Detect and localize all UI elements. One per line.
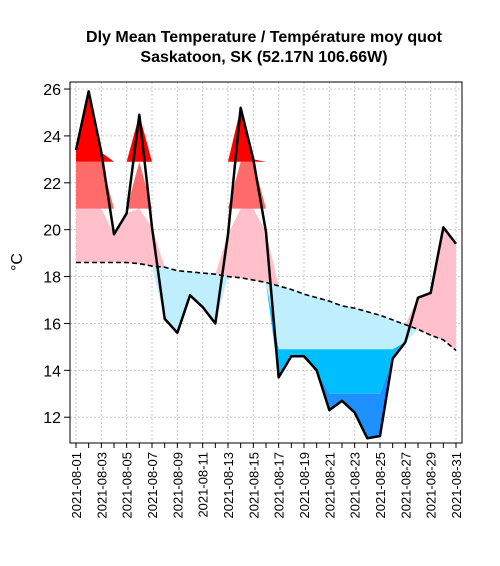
- band-below-2: [76, 262, 456, 394]
- y-axis: 12 14 16 18 20 22 24 26: [43, 82, 70, 427]
- x-tick-label: 2021-08-19: [297, 452, 312, 519]
- x-tick-label: 2021-08-05: [120, 452, 135, 519]
- x-tick-label: 2021-08-15: [246, 452, 261, 519]
- x-tick-label: 2021-08-21: [322, 452, 337, 519]
- band-below-1: [76, 262, 456, 351]
- band-below-3: [76, 262, 456, 439]
- band-above-3: [76, 91, 456, 162]
- x-tick-label: 2021-08-29: [424, 452, 439, 519]
- temperature-bands: [76, 91, 456, 439]
- y-tick-label: 14: [43, 363, 61, 380]
- x-tick-label: 2021-08-03: [94, 452, 109, 519]
- chart-title: Dly Mean Temperature / Température moy q…: [86, 29, 443, 46]
- y-tick-label: 26: [43, 82, 61, 99]
- series-lines: [74, 90, 457, 440]
- x-tick-label: 2021-08-11: [196, 452, 211, 518]
- x-tick-label: 2021-08-17: [272, 452, 287, 519]
- x-tick-label: 2021-08-13: [221, 452, 236, 519]
- x-tick-label: 2021-08-01: [69, 452, 84, 519]
- y-tick-label: 20: [43, 223, 61, 240]
- y-tick-label: 16: [43, 316, 61, 333]
- x-tick-label: 2021-08-09: [170, 452, 185, 519]
- band-above-1: [76, 208, 456, 351]
- x-tick-label: 2021-08-27: [398, 452, 413, 519]
- x-tick-label: 2021-08-23: [348, 452, 363, 519]
- x-tick-label: 2021-08-25: [373, 452, 388, 519]
- y-tick-label: 12: [43, 410, 61, 427]
- x-tick-label: 2021-08-31: [449, 452, 464, 519]
- x-tick-label: 2021-08-07: [145, 452, 160, 519]
- y-tick-label: 24: [43, 129, 61, 146]
- y-axis-label: °C: [9, 253, 26, 271]
- normal-line: [76, 261, 457, 352]
- y-tick-label: 22: [43, 176, 61, 193]
- x-axis: 2021-08-01 2021-08-03 2021-08-05 2021-08-07…: [69, 443, 464, 519]
- chart-subtitle: Saskatoon, SK (52.17N 106.66W): [140, 49, 387, 66]
- y-tick-label: 18: [43, 270, 61, 287]
- plot-frame: [69, 81, 463, 444]
